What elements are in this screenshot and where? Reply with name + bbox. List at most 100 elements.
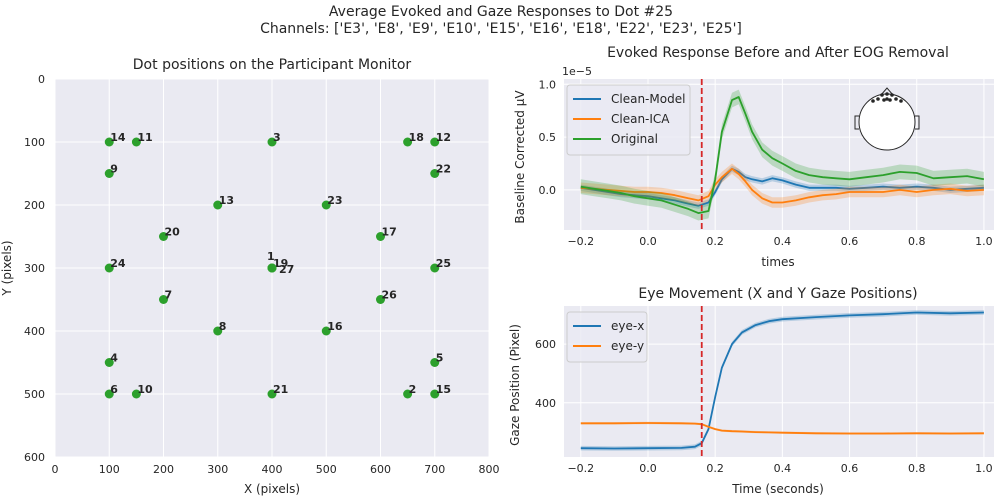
gaze-x-tick-label: 1.0	[975, 462, 993, 475]
gaze-x-tick-label: 0.4	[774, 462, 792, 475]
scatter-point-7	[159, 295, 168, 304]
scatter-point-label-1: 1	[267, 250, 275, 263]
evoked-panel: −0.2 0.0 0.2 0.4 0.6 0.8 1.0 0.0 0.5 1.0 Clean-Mod…	[513, 45, 994, 269]
gaze-y-tick-label: 400	[535, 397, 556, 410]
scatter-xlabel: X (pixels)	[244, 482, 300, 496]
scatter-point-8	[213, 326, 223, 336]
scatter-point-label-3: 3	[273, 131, 281, 144]
scatter-point-4	[104, 358, 114, 367]
scatter-point-11	[131, 137, 141, 147]
scatter-point-label-24: 24	[110, 257, 126, 270]
gaze-legend-label-eye-x: eye-x	[611, 319, 644, 333]
scatter-point-27	[267, 263, 277, 273]
scatter-y-tick-label: 600	[24, 451, 45, 464]
scatter-point-22	[430, 169, 440, 178]
scatter-point-25	[430, 263, 440, 273]
gaze-x-tick-label: 0.6	[841, 462, 859, 475]
scatter-point-21	[267, 389, 277, 399]
evoked-x-tick-label: 0.2	[706, 235, 724, 248]
scatter-y-tick-label: 100	[24, 136, 45, 149]
evoked-ylabel: Baseline Corrected µV	[513, 90, 527, 224]
scatter-x-tick-label: 600	[370, 463, 391, 476]
scatter-point-24	[104, 263, 114, 273]
scatter-point-label-19: 19	[273, 257, 288, 270]
scatter-point-label-20: 20	[165, 226, 181, 239]
scatter-x-tick-label: 800	[479, 463, 500, 476]
evoked-legend-label-clean-model: Clean-Model	[611, 92, 685, 106]
scatter-x-tick-label: 200	[153, 463, 174, 476]
scatter-point-label-17: 17	[382, 226, 397, 239]
scatter-x-tick-label: 700	[424, 463, 445, 476]
evoked-plot-area: −0.2 0.0 0.2 0.4 0.6 0.8 1.0 0.0 0.5 1.0 Clean-Mod…	[539, 78, 994, 248]
scatter-point-label-21: 21	[273, 383, 288, 396]
scatter-point-2	[403, 389, 413, 399]
scatter-point-label-14: 14	[110, 131, 126, 144]
scatter-point-label-13: 13	[219, 194, 234, 207]
scatter-point-label-12: 12	[436, 131, 451, 144]
scatter-point-label-7: 7	[165, 289, 173, 302]
scatter-y-tick-label: 500	[24, 388, 45, 401]
head-inset-icon	[854, 87, 920, 151]
scatter-y-tick-label: 300	[24, 262, 45, 275]
evoked-y-tick-label: 0.0	[539, 184, 557, 197]
scatter-point-label-8: 8	[219, 320, 227, 333]
evoked-line-original	[580, 96, 985, 215]
scatter-point-6	[104, 389, 114, 399]
evoked-y-offset: 1e−5	[562, 65, 592, 78]
scatter-y-tick-label: 0	[38, 73, 45, 86]
scatter-x-tick-label: 0	[52, 463, 59, 476]
evoked-x-tick-label: 0.0	[639, 235, 657, 248]
scatter-point-label-11: 11	[137, 131, 152, 144]
evoked-xlabel: times	[761, 255, 794, 269]
evoked-series-group	[580, 89, 985, 221]
scatter-x-tick-label: 100	[99, 463, 120, 476]
scatter-point-label-16: 16	[327, 320, 343, 333]
evoked-title: Evoked Response Before and After EOG Rem…	[607, 45, 949, 61]
scatter-point-17	[376, 232, 385, 241]
evoked-legend-label-original: Original	[611, 132, 658, 146]
scatter-point-label-23: 23	[327, 194, 342, 207]
scatter-point-20	[159, 232, 168, 241]
gaze-plot-area: −0.2 0.0 0.2 0.4 0.6 0.8 1.0 400 600 eye-x eye-y	[535, 306, 994, 475]
gaze-ylabel: Gaze Position (Pixel)	[508, 324, 522, 446]
scatter-point-label-10: 10	[137, 383, 153, 396]
scatter-x-tick-label: 500	[316, 463, 337, 476]
gaze-legend-frame	[566, 311, 648, 363]
scatter-ylabel: Y (pixels)	[0, 240, 14, 296]
evoked-y-tick-label: 1.0	[539, 78, 557, 91]
scatter-y-tick-label: 400	[24, 325, 45, 338]
scatter-point-label-9: 9	[110, 163, 118, 176]
scatter-y-tick-label: 200	[24, 199, 45, 212]
scatter-point-10	[131, 389, 141, 399]
scatter-point-label-22: 22	[436, 163, 451, 176]
scatter-point-3	[267, 137, 277, 147]
scatter-point-13	[213, 200, 223, 210]
scatter-point-label-4: 4	[110, 352, 118, 365]
evoked-y-tick-label: 0.5	[539, 131, 557, 144]
evoked-x-tick-label: 0.6	[841, 235, 859, 248]
gaze-y-tick-label: 600	[535, 338, 556, 351]
scatter-point-18	[403, 137, 413, 147]
scatter-point-5	[430, 358, 440, 367]
scatter-point-label-6: 6	[110, 383, 118, 396]
gaze-x-tick-label: 0.2	[706, 462, 724, 475]
scatter-point-label-26: 26	[382, 289, 398, 302]
gaze-x-tick-label: −0.2	[567, 462, 594, 475]
gaze-legend-label-eye-y: eye-y	[611, 339, 644, 353]
gaze-x-tick-label: 0.0	[639, 462, 657, 475]
gaze-panel: −0.2 0.0 0.2 0.4 0.6 0.8 1.0 400 600 eye-x eye-y E…	[508, 286, 994, 496]
scatter-plot-area: 0 100 200 300 400 500 600 700 800 0 100 200 300 400 50…	[24, 73, 500, 476]
evoked-legend-label-clean-ica: Clean-ICA	[611, 112, 670, 126]
evoked-x-tick-label: −0.2	[567, 235, 594, 248]
evoked-x-tick-label: 1.0	[975, 235, 993, 248]
scatter-point-label-18: 18	[409, 131, 424, 144]
scatter-x-tick-label: 400	[262, 463, 283, 476]
scatter-point-16	[321, 326, 331, 336]
scatter-point-12	[430, 137, 440, 147]
evoked-legend-frame	[566, 84, 691, 156]
evoked-line-clean-model	[580, 167, 984, 207]
evoked-line-clean-ica	[580, 167, 984, 204]
scatter-point-15	[430, 389, 440, 399]
figure-suptitle-line1: Average Evoked and Gaze Responses to Dot…	[329, 4, 673, 20]
